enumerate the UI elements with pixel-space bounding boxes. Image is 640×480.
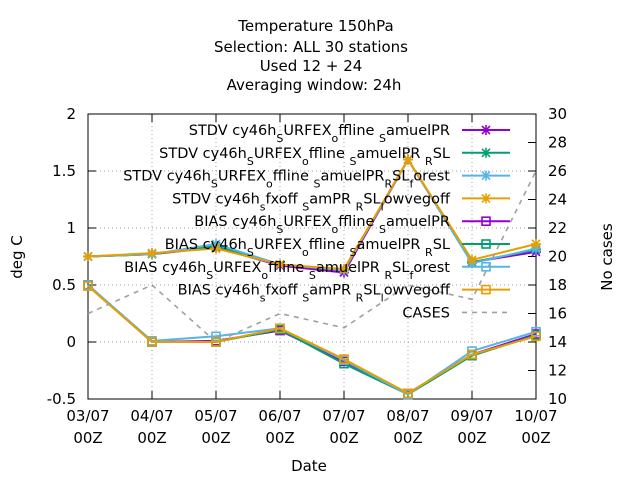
series-point-marker [403,154,413,165]
y2-tick-label: 10 [548,390,567,408]
x-tick-label: 00Z [265,429,294,447]
legend-entry: STDV cy46hSURFEXoffline SamuelPRRSLfores… [123,169,510,191]
series-line [87,284,537,396]
plot-area [83,154,541,400]
grid [88,114,536,399]
x-tick-label: 00Z [137,429,166,447]
x-tick-label: 00Z [521,429,550,447]
legend-label: BIAS cy46hSURFEXoffline SamuelPR RSL [165,237,450,259]
legend-label: STDV cy46hSURFEXoffline SamuelPRRSLfores… [123,169,450,191]
title-line-4: Averaging window: 24h [227,76,402,94]
y2-tick-label: 22 [548,219,567,237]
y2-tick-label: 20 [548,248,567,266]
series-point-marker [403,388,413,399]
series-point-marker [339,354,349,364]
series-point-marker [211,331,221,342]
legend-entry: STDV cy46hsfxoff SamPR RSLlowvegoff [172,191,510,213]
legend-label: CASES [402,305,450,321]
series-point-marker [275,323,285,334]
series-point-marker [481,170,491,181]
x-tick-label: 06/07 [258,407,301,425]
series-line [87,284,537,395]
title-line-1: Temperature 150hPa [237,17,394,35]
legend-entry: CASES [402,305,510,321]
x-tick-label: 05/07 [194,407,237,425]
series-point-marker [481,147,491,158]
series-line [87,285,537,395]
series-point-marker [275,259,285,270]
x-tick-label: 08/07 [386,407,429,425]
chart-title: Temperature 150hPa Selection: ALL 30 sta… [214,17,408,94]
legend-label: STDV cy46hsfxoff SamPR RSLlowvegoff [172,191,451,213]
x-tick-label: 10/07 [514,407,557,425]
x-tick-label: 09/07 [450,407,493,425]
series-8 [87,170,537,343]
x-tick-label: 00Z [329,429,358,447]
series-point-marker [531,331,541,342]
y-tick-label: 2 [66,105,76,123]
series-point-marker [147,248,157,259]
series-point-marker [147,337,157,347]
y2-tick-label: 26 [548,162,567,180]
legend-label: BIAS cy46hsfxoff SamPR RSLlowvegoff [178,283,451,305]
legend-label: STDV cy46hSURFEXoffline SamuelPR RSL [159,146,450,168]
x-tick-label: 03/07 [66,407,109,425]
y-tick-label: 1 [66,219,76,237]
y-tick-label: -0.5 [47,390,76,408]
x-axis-label: Date [291,457,327,475]
legend-entry: BIAS cy46hsfxoff SamPR RSLlowvegoff [178,283,510,305]
legend-entry: STDV cy46hSURFEXoffline SamuelPR RSL [159,146,510,168]
y2-tick-label: 24 [548,191,567,209]
y2-tick-label: 28 [548,134,567,152]
y2-tick-label: 14 [548,333,567,351]
y2-tick-label: 12 [548,362,567,380]
series-point-marker [481,261,491,272]
series-point-marker [211,243,221,254]
legend-label: BIAS cy46hSURFEXoffline SamuelPR RSLfore… [124,260,450,282]
series-point-marker [481,125,491,135]
x-tick-label: 04/07 [130,407,173,425]
series-point-marker [467,349,477,360]
x-tick-label: 00Z [73,429,102,447]
x-tick-label: 00Z [457,429,486,447]
series-line [87,157,537,271]
legend-entry: BIAS cy46hSURFEXoffline SamuelPR [194,214,510,236]
title-line-3: Used 12 + 24 [260,57,363,75]
series-3 [83,154,541,275]
y-axis-label: deg C [8,235,26,279]
series-point-marker [481,284,491,295]
y2-axis-label: No cases [598,223,616,291]
series-7 [83,281,541,399]
legend-entry: BIAS cy46hSURFEXoffline SamuelPR RSLfore… [124,260,510,282]
x-tick-label: 07/07 [322,407,365,425]
legend-entry: BIAS cy46hSURFEXoffline SamuelPR RSL [165,237,510,259]
y2-tick-label: 30 [548,105,567,123]
legend-label: STDV cy46hSURFEXoffline SamuelPR [189,123,450,145]
series-point-marker [339,264,349,275]
series-point-marker [83,281,93,291]
y-tick-label: 0 [66,333,76,351]
title-line-2: Selection: ALL 30 stations [214,38,408,56]
x-tick-label: 00Z [201,429,230,447]
series-point-marker [531,238,541,249]
series-point-marker [481,239,491,249]
series-point-marker [83,251,93,262]
series-point-marker [481,216,491,226]
y-tick-label: 1.5 [52,162,76,180]
ticks: -0.5 0 0.5 1 1.5 2 10 12 14 16 18 20 22 24 26 28 30 03/07… [47,105,567,447]
series-point-marker [467,254,477,265]
y2-tick-label: 16 [548,305,567,323]
series-point-marker [211,337,221,347]
legend-label: BIAS cy46hSURFEXoffline SamuelPR [194,214,450,236]
y-tick-label: 0.5 [52,276,76,294]
legend-entry: STDV cy46hSURFEXoffline SamuelPR [189,123,510,145]
y2-tick-label: 18 [548,276,567,294]
series-point-marker [481,193,491,204]
series-line [87,170,537,343]
x-tick-label: 00Z [393,429,422,447]
